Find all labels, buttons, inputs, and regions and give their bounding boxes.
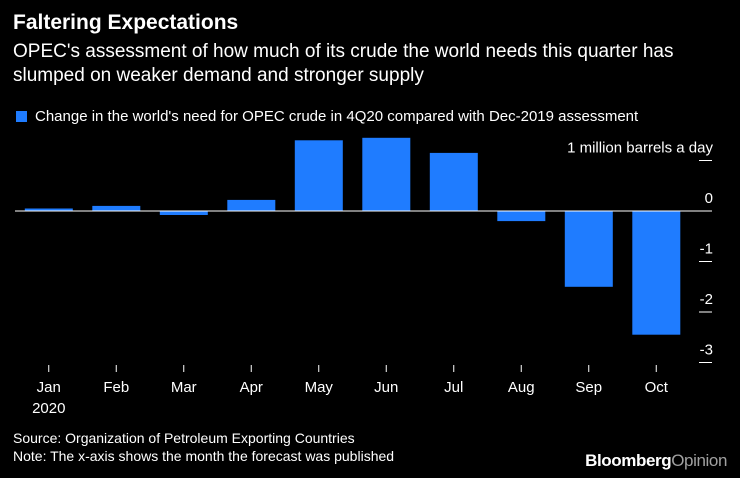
x-tick-label-feb: Feb bbox=[103, 379, 129, 396]
y-tick-label: 1 million barrels a day bbox=[567, 140, 713, 157]
x-tick-label-aug: Aug bbox=[508, 379, 535, 396]
y-tick-label: 0 bbox=[705, 190, 713, 207]
bar-oct bbox=[632, 211, 681, 335]
legend-swatch bbox=[16, 111, 27, 122]
axis-note: Note: The x-axis shows the month the for… bbox=[13, 448, 395, 464]
bar-aug bbox=[497, 211, 546, 222]
bloomberg-opinion-logo: BloombergOpinion bbox=[585, 451, 727, 471]
source-note: Source: Organization of Petroleum Export… bbox=[13, 430, 355, 446]
x-tick-label-jun: Jun bbox=[374, 379, 398, 396]
bar-mar bbox=[159, 211, 208, 215]
x-tick-label-may: May bbox=[305, 379, 334, 396]
x-tick-label-mar: Mar bbox=[171, 379, 197, 396]
brand-main: Bloomberg bbox=[585, 451, 672, 470]
x-year-label: 2020 bbox=[32, 400, 65, 417]
bar-jun bbox=[362, 137, 411, 211]
legend: Change in the world's need for OPEC crud… bbox=[16, 107, 638, 126]
bar-jul bbox=[429, 152, 478, 211]
bar-sep bbox=[564, 211, 613, 287]
x-tick-label-sep: Sep bbox=[575, 379, 602, 396]
x-tick-label-jul: Jul bbox=[444, 379, 463, 396]
y-tick-label: -2 bbox=[700, 291, 713, 308]
y-tick-label: -1 bbox=[700, 241, 713, 258]
x-tick-label-oct: Oct bbox=[645, 379, 669, 396]
bar-apr bbox=[227, 199, 276, 211]
chart-title: Faltering Expectations bbox=[13, 11, 239, 34]
bar-feb bbox=[92, 205, 141, 211]
x-tick-label-apr: Apr bbox=[240, 379, 263, 396]
bar-jan bbox=[24, 208, 73, 211]
chart-subtitle: OPEC's assessment of how much of its cru… bbox=[13, 41, 674, 86]
y-tick-label: -3 bbox=[700, 342, 713, 359]
bar-may bbox=[294, 140, 343, 211]
legend-label: Change in the world's need for OPEC crud… bbox=[35, 108, 639, 125]
x-tick-label-jan: Jan bbox=[37, 379, 61, 396]
brand-sub: Opinion bbox=[671, 451, 727, 470]
